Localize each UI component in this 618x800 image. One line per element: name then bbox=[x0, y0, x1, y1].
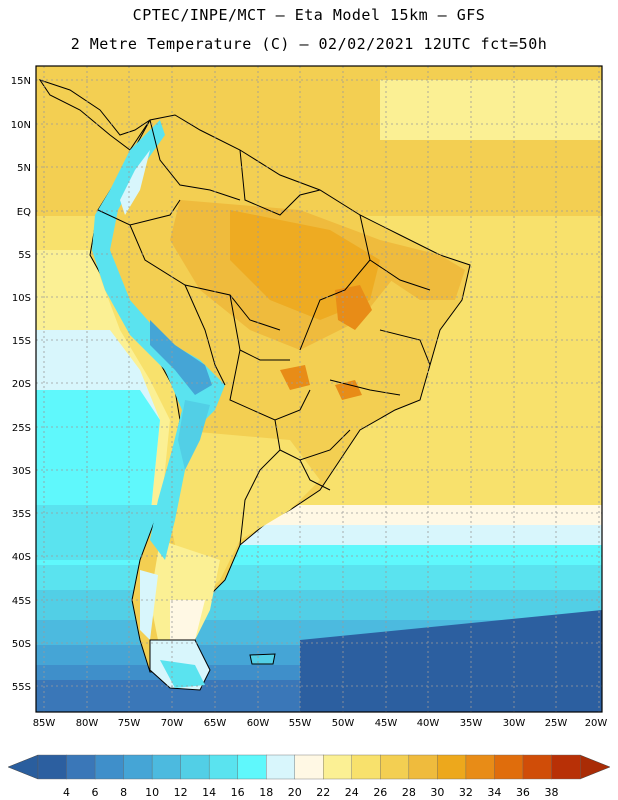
colorbar-bin bbox=[123, 754, 153, 780]
colorbar-bin bbox=[94, 754, 125, 780]
colorbar-tick-label: 38 bbox=[544, 786, 558, 799]
lon-label: 45W bbox=[375, 718, 398, 729]
colorbar-tick-label: 6 bbox=[92, 786, 99, 799]
colorbar-bin bbox=[380, 754, 410, 780]
colorbar-tick-label: 14 bbox=[202, 786, 216, 799]
lon-label: 40W bbox=[417, 718, 440, 729]
colorbar-tick-label: 28 bbox=[402, 786, 416, 799]
colorbar-bin bbox=[465, 754, 495, 780]
longitude-axis: 85W 80W 75W 70W 65W 60W 55W 50W 45W 40W … bbox=[33, 718, 608, 729]
lon-label: 65W bbox=[204, 718, 227, 729]
colorbar-tick-label: 4 bbox=[63, 786, 70, 799]
lon-label: 50W bbox=[332, 718, 355, 729]
colorbar-bin bbox=[351, 754, 381, 780]
colorbar-bin bbox=[408, 754, 438, 780]
lon-label: 55W bbox=[289, 718, 312, 729]
lon-label: 70W bbox=[161, 718, 184, 729]
colorbar-tick-label: 18 bbox=[259, 786, 273, 799]
colorbar-tick-label: 34 bbox=[487, 786, 501, 799]
lon-label: 20W bbox=[585, 718, 608, 729]
colorbar-tick-label: 36 bbox=[516, 786, 530, 799]
colorbar-high-arrow bbox=[579, 754, 611, 780]
colorbar-bin bbox=[266, 754, 296, 780]
colorbar-bin bbox=[180, 754, 210, 780]
lon-label: 35W bbox=[460, 718, 483, 729]
colorbar-tick-label: 16 bbox=[231, 786, 245, 799]
lat-label: 15S bbox=[12, 336, 31, 347]
colorbar-tick-label: 10 bbox=[145, 786, 159, 799]
lat-label: 50S bbox=[12, 639, 31, 650]
lon-label: 25W bbox=[545, 718, 568, 729]
lat-label: 40S bbox=[12, 552, 31, 563]
temperature-field bbox=[36, 66, 602, 712]
map-title: CPTEC/INPE/MCT – Eta Model 15km – GFS bbox=[132, 6, 486, 24]
lat-label: 10N bbox=[11, 120, 31, 131]
colorbar-bin bbox=[151, 754, 182, 780]
lon-label: 75W bbox=[118, 718, 141, 729]
colorbar-tick-label: 12 bbox=[174, 786, 188, 799]
colorbar-tick-label: 22 bbox=[316, 786, 330, 799]
colorbar-tick-label: 32 bbox=[459, 786, 473, 799]
lat-label: 35S bbox=[12, 509, 31, 520]
colorbar-bin bbox=[237, 754, 267, 780]
graticule bbox=[36, 66, 602, 712]
colorbar-bin bbox=[294, 754, 324, 780]
colorbar-tick-label: 24 bbox=[345, 786, 359, 799]
lon-label: 85W bbox=[33, 718, 56, 729]
lon-label: 60W bbox=[247, 718, 270, 729]
map-subtitle: 2 Metre Temperature (C) – 02/02/2021 12U… bbox=[70, 35, 548, 53]
colorbar-bin bbox=[522, 754, 552, 780]
lat-label: 45S bbox=[12, 596, 31, 607]
map-frame bbox=[35, 65, 603, 713]
colorbar-tick-label: 30 bbox=[430, 786, 444, 799]
colorbar-bin bbox=[66, 754, 96, 780]
colorbar: 4 6 8 10 12 14 16 18 20 22 24 26 28 30 32 34 36 38 bbox=[7, 754, 611, 799]
lat-label: 10S bbox=[12, 293, 31, 304]
colorbar-tick-label: 20 bbox=[288, 786, 302, 799]
colorbar-tick-label: 8 bbox=[120, 786, 127, 799]
colorbar-tick-label: 26 bbox=[373, 786, 387, 799]
colorbar-bin bbox=[494, 754, 524, 780]
lon-label: 30W bbox=[503, 718, 526, 729]
colorbar-bin bbox=[551, 754, 581, 780]
colorbar-low-arrow bbox=[7, 754, 39, 780]
latitude-axis: 15N 10N 5N EQ 5S 10S 15S 20S 25S 30S 35S… bbox=[11, 76, 31, 693]
colorbar-bin bbox=[37, 754, 68, 780]
lon-label: 80W bbox=[76, 718, 99, 729]
lat-label: 5N bbox=[17, 163, 31, 174]
lat-label: EQ bbox=[17, 207, 31, 218]
colorbar-bin bbox=[208, 754, 239, 780]
lat-label: 55S bbox=[12, 682, 31, 693]
colorbar-bin bbox=[437, 754, 467, 780]
lat-label: 5S bbox=[18, 250, 31, 261]
colorbar-bin bbox=[323, 754, 353, 780]
lat-label: 25S bbox=[12, 423, 31, 434]
lat-label: 30S bbox=[12, 466, 31, 477]
lat-label: 20S bbox=[12, 379, 31, 390]
lat-label: 15N bbox=[11, 76, 31, 87]
